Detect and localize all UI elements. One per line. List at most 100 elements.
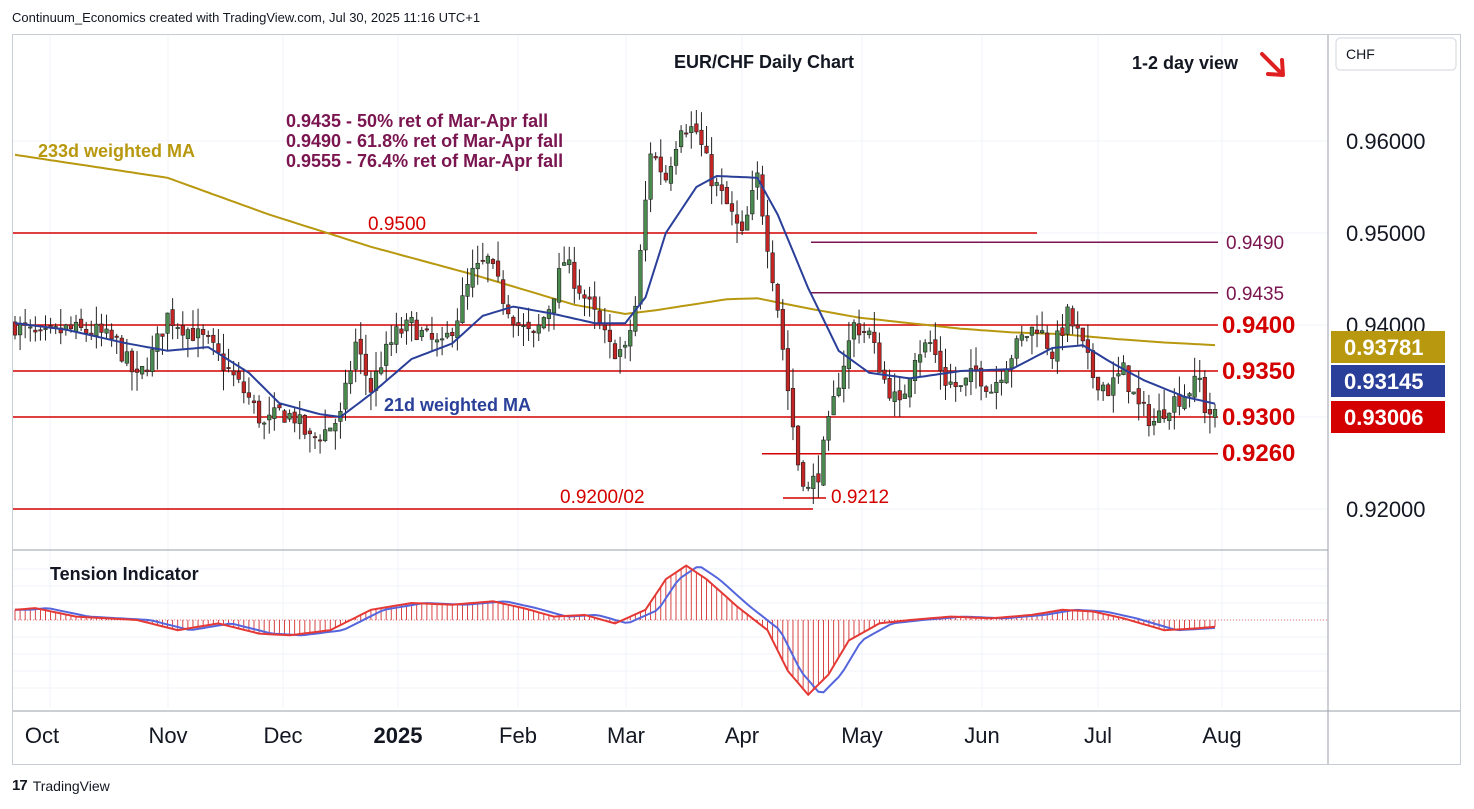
y-tick-label: 0.95000 [1346, 221, 1426, 246]
candle [699, 112, 704, 157]
chart-frame [12, 34, 1461, 765]
candle [795, 424, 801, 471]
candle [1029, 326, 1035, 355]
ma21-line [14, 174, 1216, 419]
candle [134, 351, 140, 391]
ma233-path [14, 153, 1216, 347]
candle [440, 326, 445, 356]
candle [129, 348, 135, 391]
candle [760, 165, 765, 225]
candle [1075, 311, 1080, 345]
level-label: 0.9500 [368, 214, 426, 235]
candle [73, 314, 79, 340]
candle [165, 312, 170, 352]
currency-label: CHF [1346, 46, 1375, 62]
candle [694, 110, 699, 135]
candle [801, 460, 806, 492]
candle [1050, 348, 1055, 369]
candle [521, 313, 526, 347]
candle [1136, 370, 1141, 421]
candle [877, 332, 882, 373]
candle [490, 257, 496, 269]
candle [1111, 361, 1116, 413]
candle [28, 319, 33, 342]
candle [190, 310, 196, 342]
candle [973, 347, 979, 389]
candle [1187, 391, 1192, 408]
candle [1034, 315, 1040, 348]
candle [48, 317, 53, 334]
candle [1192, 357, 1197, 403]
candle [806, 481, 811, 492]
candle [58, 308, 63, 345]
candle [1156, 393, 1162, 423]
candle [785, 330, 790, 410]
candle [734, 200, 740, 244]
x-tick-label: May [841, 723, 883, 748]
candle [404, 313, 409, 345]
candle [1162, 389, 1167, 423]
candle [928, 330, 933, 352]
candle [170, 298, 175, 340]
candle [256, 395, 262, 428]
candle [623, 341, 628, 359]
candle [811, 463, 816, 504]
candle [1212, 403, 1218, 428]
price-tag-label: 0.93145 [1344, 369, 1424, 394]
candle [546, 305, 551, 332]
retracement-annotation: 0.9490 - 61.8% ret of Mar-Apr fall [286, 131, 563, 151]
price-tag: 0.93006 [1331, 401, 1445, 433]
candle [99, 313, 104, 347]
candle [1070, 305, 1075, 335]
candle [902, 384, 907, 399]
candle [424, 325, 429, 333]
price-tag-box [1331, 365, 1445, 397]
time-axis[interactable]: Oct Nov Dec 2025 Feb Mar Apr May Jun Jul Aug [25, 723, 1242, 748]
candle [577, 269, 582, 300]
candle [872, 311, 877, 354]
candle [338, 402, 343, 439]
candle [145, 357, 150, 377]
tension-slow-line [15, 566, 1216, 694]
candle [770, 240, 775, 292]
candle [567, 246, 572, 274]
candle [892, 373, 897, 417]
price-tag-label: 0.93781 [1344, 335, 1424, 360]
candle [979, 360, 984, 401]
candle [1019, 325, 1024, 347]
candle [745, 206, 750, 231]
candle [282, 409, 287, 423]
candle [201, 324, 206, 350]
candle [480, 242, 485, 265]
footer: 17 TradingView [12, 777, 110, 794]
candle [419, 326, 424, 342]
price-tag-label: 0.93006 [1344, 405, 1424, 430]
x-tick-label: Dec [263, 723, 302, 748]
candle [689, 111, 694, 149]
candle [1106, 382, 1111, 397]
candle [582, 289, 587, 317]
candle [302, 414, 307, 440]
candle [516, 307, 521, 336]
candle [394, 312, 399, 354]
candle [633, 296, 638, 337]
candle [602, 308, 607, 344]
chart-annotations: EUR/CHF Daily Chart 1-2 day view 0.9435 - … [38, 52, 1295, 584]
candle [999, 368, 1004, 396]
candle [1172, 388, 1177, 430]
candle [1207, 392, 1213, 434]
candle [445, 321, 450, 340]
candle [1131, 391, 1136, 395]
candle [912, 352, 918, 394]
x-tick-label: Nov [148, 723, 187, 748]
tension-indicator-pane [12, 564, 1328, 697]
candle [923, 339, 928, 358]
tension-fast-line [14, 564, 1216, 697]
candle [663, 165, 668, 183]
candle [185, 327, 190, 358]
candle [180, 311, 185, 350]
candle [1024, 336, 1029, 342]
candle [353, 328, 358, 383]
price-axis[interactable]: CHF0.960000.950000.940000.920000.937810.… [1331, 37, 1457, 522]
